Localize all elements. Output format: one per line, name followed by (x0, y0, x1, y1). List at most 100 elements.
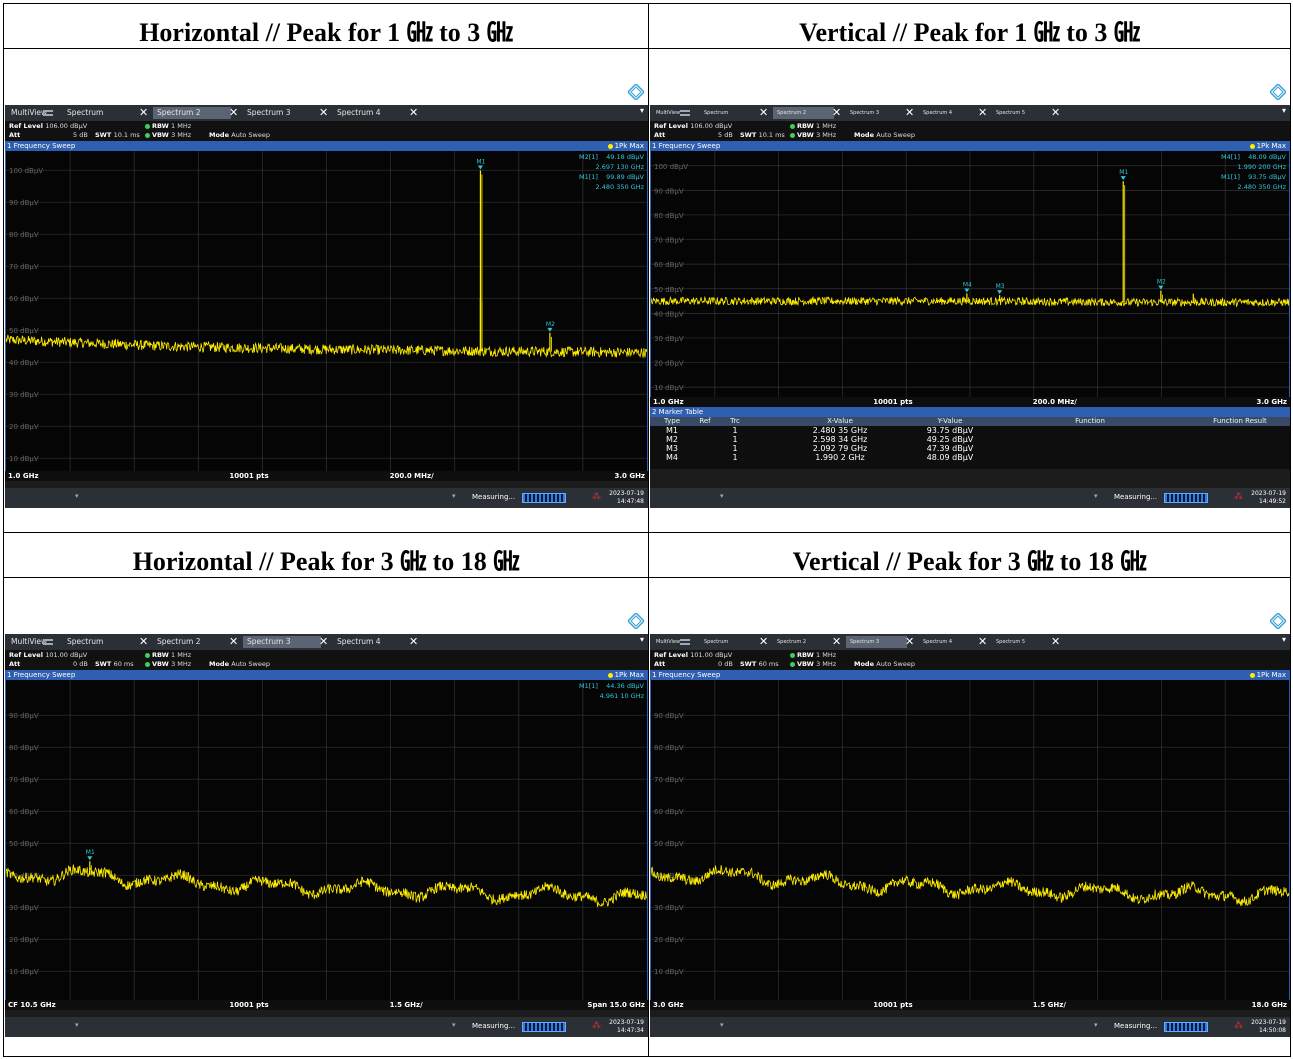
marker-table-row: M3 1 2.092 79 GHz 47.39 dBµV (650, 444, 1290, 453)
spectrum-chart-svg: 100 dBµV 90 dBµV 80 dBµV 70 dBµV 60 dBµV 50 d… (6, 151, 647, 471)
tab-spectrum-2[interactable]: Spectrum 2 (773, 107, 834, 119)
swt-label: SWT (95, 131, 114, 139)
close-tab-icon[interactable]: ✕ (905, 106, 915, 119)
tab-spectrum-3[interactable]: Spectrum 3 (850, 110, 879, 116)
table-header-cell: X-Value (827, 417, 853, 425)
close-tab-icon[interactable]: ✕ (978, 106, 988, 119)
y-tick-label: 30 dBµV (9, 904, 39, 912)
measuring-status: Measuring... (1114, 493, 1158, 501)
mode-value: Auto Sweep (876, 131, 915, 139)
y-tick-label: 20 dBµV (9, 423, 39, 431)
tab-bar: MultiView Spectrum ✕ Spectrum 2 ✕ Spectrum 3 ✕… (5, 634, 648, 650)
close-tab-icon[interactable]: ✕ (832, 635, 842, 648)
close-tab-icon[interactable]: ✕ (832, 106, 842, 119)
x-axis-start: 3.0 GHz (653, 1001, 684, 1009)
x-axis-end: Span 15.0 GHz (587, 1001, 645, 1009)
network-status-icon: ⁂ (1234, 492, 1243, 502)
table-cell: 1 (732, 453, 738, 462)
vbw-setting: VBW 3 MHz (145, 131, 191, 140)
tabs-dropdown-icon[interactable]: ▾ (639, 635, 644, 644)
trace-label-text: 1Pk Max (614, 671, 644, 679)
y-tick-label: 30 dBµV (9, 391, 39, 399)
close-tab-icon[interactable]: ✕ (229, 635, 239, 648)
x-axis-row: 1.0 GHz 10001 pts 200.0 MHz/3.0 GHz (650, 397, 1290, 407)
table-cell: 2.092 79 GHz (812, 444, 868, 453)
trace-dot (1249, 143, 1255, 149)
tabs-dropdown-icon[interactable]: ▾ (1281, 635, 1286, 644)
table-cell: 1 (732, 444, 738, 453)
tab-spectrum-5[interactable]: Spectrum 5 (996, 110, 1025, 116)
tab-spectrum-2[interactable]: Spectrum 2 (153, 107, 231, 119)
close-tab-icon[interactable]: ✕ (759, 106, 769, 119)
rbw-status-dot (145, 123, 150, 129)
close-tab-icon[interactable]: ✕ (759, 635, 769, 648)
tab-multiview[interactable]: MultiView (11, 637, 48, 646)
mode-setting: Mode Auto Sweep (209, 131, 270, 140)
tab-spectrum-1[interactable]: Spectrum (704, 639, 729, 645)
y-tick-label: 20 dBµV (654, 360, 684, 368)
measure-dropdown-icon[interactable]: ▾ (1094, 492, 1098, 500)
tab-spectrum-3[interactable]: Spectrum 3 (247, 108, 291, 117)
tab-spectrum-2[interactable]: Spectrum 2 (157, 637, 201, 646)
measure-dropdown-icon[interactable]: ▾ (452, 492, 456, 500)
status-bar: ▾ ▾ Measuring... ⁂ 2023-07-19 14:49:52 (650, 488, 1290, 508)
tab-spectrum-4[interactable]: Spectrum 4 (923, 110, 952, 116)
status-dropdown-icon[interactable]: ▾ (75, 1021, 79, 1029)
tabs-dropdown-icon[interactable]: ▾ (1281, 106, 1286, 115)
tab-spectrum-2[interactable]: Spectrum 2 (777, 639, 806, 645)
measure-dropdown-icon[interactable]: ▾ (452, 1021, 456, 1029)
status-dropdown-icon[interactable]: ▾ (720, 1021, 724, 1029)
trace-label: 1Pk Max (607, 670, 644, 680)
status-dropdown-icon[interactable]: ▾ (75, 492, 79, 500)
x-axis-row: 3.0 GHz 10001 pts 1.5 GHz/18.0 GHz (650, 1000, 1290, 1010)
tab-spectrum-1[interactable]: Spectrum (704, 110, 729, 116)
tab-multiview[interactable]: MultiView (656, 110, 681, 116)
table-cell: M1 (666, 426, 678, 435)
trace-label: 1Pk Max (607, 141, 644, 151)
close-tab-icon[interactable]: ✕ (409, 106, 419, 119)
att-value: 5 dB (73, 131, 88, 139)
x-axis-division: 1.5 GHz/ (1032, 1001, 1066, 1009)
tab-spectrum-4[interactable]: Spectrum 4 (337, 108, 381, 117)
marker-triangle-icon (1120, 176, 1126, 181)
multiview-grid-icon (680, 639, 690, 645)
tab-multiview[interactable]: MultiView (11, 108, 48, 117)
close-tab-icon[interactable]: ✕ (1051, 106, 1061, 119)
close-tab-icon[interactable]: ✕ (905, 635, 915, 648)
mode-label: Mode (209, 660, 232, 668)
tab-spectrum-3[interactable]: Spectrum 3 (846, 636, 907, 648)
tab-spectrum-3[interactable]: Spectrum 3 (243, 636, 321, 648)
tab-spectrum-4[interactable]: Spectrum 4 (337, 637, 381, 646)
tabs-dropdown-icon[interactable]: ▾ (639, 106, 644, 115)
settings-line-2: Att 0 dB SWT 60 ms VBW 3 MHz Mode Auto Sweep (654, 660, 954, 669)
close-tab-icon[interactable]: ✕ (319, 106, 329, 119)
tab-multiview[interactable]: MultiView (656, 639, 681, 645)
status-dropdown-icon[interactable]: ▾ (720, 492, 724, 500)
settings-line-1: Ref Level 101.00 dBµV (654, 651, 732, 660)
close-tab-icon[interactable]: ✕ (139, 635, 149, 648)
close-tab-icon[interactable]: ✕ (978, 635, 988, 648)
tab-spectrum-4[interactable]: Spectrum 4 (923, 639, 952, 645)
x-axis-points: 10001 pts (873, 1001, 913, 1009)
tab-spectrum-1[interactable]: Spectrum (67, 108, 104, 117)
tab-spectrum-5[interactable]: Spectrum 5 (996, 639, 1025, 645)
marker-label: M1 (1119, 169, 1128, 176)
y-tick-label: 30 dBµV (654, 335, 684, 343)
table-header-cell: Type (663, 417, 681, 425)
progress-bar (522, 493, 566, 503)
tab-bar: MultiView Spectrum ✕ Spectrum 2 ✕ Spectrum 3 ✕… (5, 105, 648, 121)
close-tab-icon[interactable]: ✕ (1051, 635, 1061, 648)
close-tab-icon[interactable]: ✕ (139, 106, 149, 119)
y-tick-label: 10 dBµV (654, 384, 684, 392)
close-tab-icon[interactable]: ✕ (409, 635, 419, 648)
tab-spectrum-1[interactable]: Spectrum (67, 637, 104, 646)
sweep-label: 1 Frequency Sweep (7, 671, 76, 679)
y-tick-label: 80 dBµV (654, 744, 684, 752)
x-axis-end: 3.0 GHz (614, 472, 645, 480)
close-tab-icon[interactable]: ✕ (229, 106, 239, 119)
close-tab-icon[interactable]: ✕ (319, 635, 329, 648)
measure-dropdown-icon[interactable]: ▾ (1094, 1021, 1098, 1029)
measuring-status: Measuring... (472, 493, 516, 501)
marker-info-name: M1[1] (579, 682, 598, 690)
marker-label: M3 (996, 283, 1005, 290)
